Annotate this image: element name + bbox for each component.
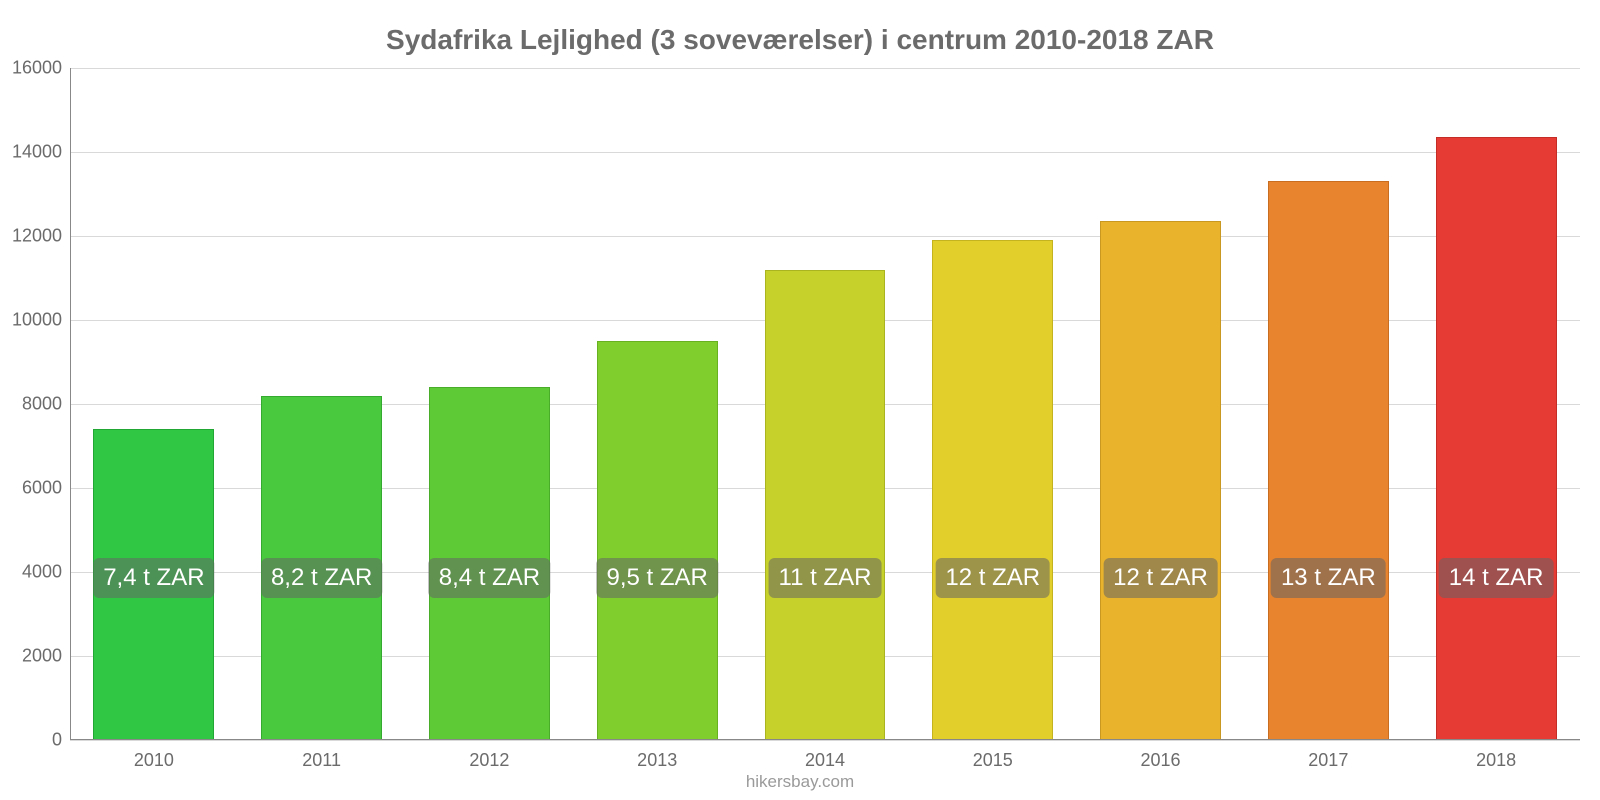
- y-tick-label: 12000: [12, 226, 70, 247]
- bar: [597, 341, 718, 740]
- bar-slot: 7,4 t ZAR2010: [70, 68, 238, 740]
- x-tick-label: 2018: [1476, 740, 1516, 771]
- y-tick-label: 10000: [12, 310, 70, 331]
- bar: [765, 270, 886, 740]
- bar: [1436, 137, 1557, 740]
- bar-slot: 12 t ZAR2015: [909, 68, 1077, 740]
- x-tick-label: 2017: [1308, 740, 1348, 771]
- bar: [932, 240, 1053, 740]
- x-tick-label: 2010: [134, 740, 174, 771]
- bar-value-label: 13 t ZAR: [1271, 558, 1386, 598]
- x-tick-label: 2013: [637, 740, 677, 771]
- x-tick-label: 2016: [1141, 740, 1181, 771]
- bar-slot: 8,2 t ZAR2011: [238, 68, 406, 740]
- bar-value-label: 8,4 t ZAR: [429, 558, 550, 598]
- bar-slot: 8,4 t ZAR2012: [406, 68, 574, 740]
- bar-value-label: 11 t ZAR: [769, 558, 882, 598]
- bar-value-label: 12 t ZAR: [1103, 558, 1218, 598]
- bar: [1268, 181, 1389, 740]
- bar-value-label: 12 t ZAR: [935, 558, 1050, 598]
- y-tick-label: 2000: [22, 646, 70, 667]
- plot-area: 0200040006000800010000120001400016000 7,…: [70, 68, 1580, 740]
- x-tick-label: 2014: [805, 740, 845, 771]
- x-tick-label: 2011: [302, 740, 341, 771]
- bars-container: 7,4 t ZAR20108,2 t ZAR20118,4 t ZAR20129…: [70, 68, 1580, 740]
- bar-slot: 11 t ZAR2014: [741, 68, 909, 740]
- y-tick-label: 4000: [22, 562, 70, 583]
- y-tick-label: 16000: [12, 58, 70, 79]
- bar-slot: 12 t ZAR2016: [1077, 68, 1245, 740]
- y-tick-label: 6000: [22, 478, 70, 499]
- bar-slot: 9,5 t ZAR2013: [573, 68, 741, 740]
- y-tick-label: 14000: [12, 142, 70, 163]
- bar-value-label: 14 t ZAR: [1439, 558, 1554, 598]
- y-axis-line: [70, 68, 71, 740]
- chart-title: Sydafrika Lejlighed (3 soveværelser) i c…: [0, 24, 1600, 56]
- x-axis-line: [70, 739, 1580, 740]
- y-tick-label: 8000: [22, 394, 70, 415]
- bar-value-label: 9,5 t ZAR: [597, 558, 718, 598]
- x-tick-label: 2012: [469, 740, 509, 771]
- bar-slot: 13 t ZAR2017: [1244, 68, 1412, 740]
- y-tick-label: 0: [52, 730, 70, 751]
- bar-chart: Sydafrika Lejlighed (3 soveværelser) i c…: [0, 0, 1600, 800]
- bar-value-label: 8,2 t ZAR: [261, 558, 382, 598]
- chart-footer: hikersbay.com: [0, 772, 1600, 792]
- bar-slot: 14 t ZAR2018: [1412, 68, 1580, 740]
- bar: [1100, 221, 1221, 740]
- bar-value-label: 7,4 t ZAR: [93, 558, 214, 598]
- x-tick-label: 2015: [973, 740, 1013, 771]
